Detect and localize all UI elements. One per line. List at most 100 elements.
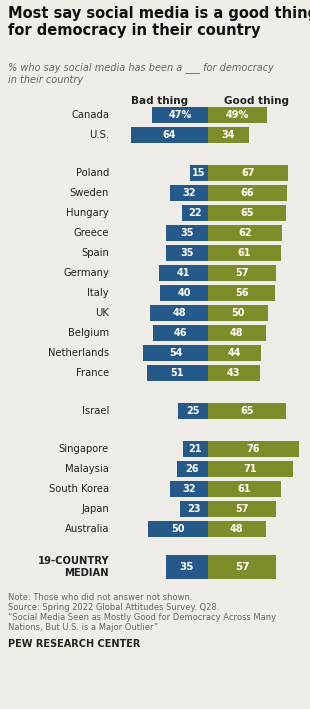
Text: Japan: Japan — [81, 504, 109, 514]
Bar — [166, 555, 208, 579]
Text: Spain: Spain — [81, 248, 109, 258]
Text: Note: Those who did not answer not shown.: Note: Those who did not answer not shown… — [8, 593, 193, 602]
Text: 57: 57 — [236, 504, 249, 514]
Text: 35: 35 — [180, 228, 194, 238]
Text: 15: 15 — [192, 168, 206, 178]
Bar — [208, 205, 286, 221]
Bar — [166, 245, 208, 261]
Text: Sweden: Sweden — [70, 188, 109, 198]
Bar — [208, 245, 281, 261]
Text: Greece: Greece — [73, 228, 109, 238]
Text: Israel: Israel — [82, 406, 109, 416]
Bar — [208, 107, 267, 123]
Text: 32: 32 — [182, 188, 196, 198]
Text: 49%: 49% — [226, 110, 249, 120]
Bar — [208, 555, 277, 579]
Bar — [208, 461, 293, 477]
Bar — [177, 461, 208, 477]
Text: 26: 26 — [186, 464, 199, 474]
Text: Nations, But U.S. is a Major Outlier”: Nations, But U.S. is a Major Outlier” — [8, 623, 158, 632]
Text: Hungary: Hungary — [66, 208, 109, 218]
Text: 61: 61 — [238, 248, 251, 258]
Text: 40: 40 — [177, 288, 191, 298]
Bar — [208, 345, 261, 361]
Text: France: France — [76, 368, 109, 378]
Bar — [190, 165, 208, 181]
Bar — [182, 205, 208, 221]
Text: Canada: Canada — [71, 110, 109, 120]
Text: 34: 34 — [222, 130, 235, 140]
Text: 47%: 47% — [168, 110, 192, 120]
Bar — [208, 441, 299, 457]
Text: 48: 48 — [230, 524, 244, 534]
Bar — [147, 365, 208, 381]
Text: 71: 71 — [244, 464, 257, 474]
Bar — [208, 305, 268, 321]
Text: 62: 62 — [238, 228, 252, 238]
Bar — [208, 365, 259, 381]
Text: 25: 25 — [186, 406, 200, 416]
Text: 48: 48 — [172, 308, 186, 318]
Text: PEW RESEARCH CENTER: PEW RESEARCH CENTER — [8, 639, 140, 649]
Text: Most say social media is a good thing
for democracy in their country: Most say social media is a good thing fo… — [8, 6, 310, 38]
Text: Germany: Germany — [63, 268, 109, 278]
Text: 32: 32 — [182, 484, 196, 494]
Text: 65: 65 — [240, 208, 254, 218]
Bar — [170, 185, 208, 201]
Text: U.S.: U.S. — [89, 130, 109, 140]
Bar — [208, 325, 266, 341]
Text: % who say social media has been a ___ for democracy
in their country: % who say social media has been a ___ fo… — [8, 62, 274, 85]
Text: 67: 67 — [241, 168, 255, 178]
Text: 19-COUNTRY
MEDIAN: 19-COUNTRY MEDIAN — [38, 556, 109, 578]
Text: 54: 54 — [169, 348, 182, 358]
Bar — [159, 265, 208, 281]
Bar — [150, 305, 208, 321]
Text: 23: 23 — [188, 504, 201, 514]
Text: Netherlands: Netherlands — [48, 348, 109, 358]
Text: 22: 22 — [188, 208, 202, 218]
Bar — [208, 165, 288, 181]
Text: 57: 57 — [235, 562, 250, 572]
Text: Good thing: Good thing — [224, 96, 289, 106]
Bar — [208, 403, 286, 419]
Bar — [180, 501, 208, 517]
Bar — [143, 345, 208, 361]
Text: 50: 50 — [171, 524, 185, 534]
Bar — [208, 185, 287, 201]
Text: 44: 44 — [228, 348, 241, 358]
Text: “Social Media Seen as Mostly Good for Democracy Across Many: “Social Media Seen as Mostly Good for De… — [8, 613, 276, 622]
Text: Belgium: Belgium — [68, 328, 109, 338]
Text: Singapore: Singapore — [59, 444, 109, 454]
Bar — [153, 325, 208, 341]
Text: Source: Spring 2022 Global Attitudes Survey. Q28.: Source: Spring 2022 Global Attitudes Sur… — [8, 603, 219, 612]
Bar — [208, 481, 281, 497]
Text: Italy: Italy — [87, 288, 109, 298]
Text: Malaysia: Malaysia — [65, 464, 109, 474]
Text: 50: 50 — [231, 308, 245, 318]
Bar — [208, 501, 277, 517]
Text: 41: 41 — [177, 268, 190, 278]
Text: South Korea: South Korea — [49, 484, 109, 494]
Bar — [131, 127, 208, 143]
Text: 46: 46 — [174, 328, 187, 338]
Text: Bad thing: Bad thing — [131, 96, 188, 106]
Text: 35: 35 — [180, 248, 194, 258]
Text: 76: 76 — [247, 444, 260, 454]
Text: 57: 57 — [236, 268, 249, 278]
Text: 64: 64 — [163, 130, 176, 140]
Text: 65: 65 — [240, 406, 254, 416]
Text: 56: 56 — [235, 288, 248, 298]
Bar — [178, 403, 208, 419]
Text: 66: 66 — [241, 188, 254, 198]
Bar — [170, 481, 208, 497]
Bar — [148, 521, 208, 537]
Bar — [208, 521, 266, 537]
Text: Poland: Poland — [76, 168, 109, 178]
Bar — [152, 107, 208, 123]
Bar — [208, 127, 249, 143]
Text: 43: 43 — [227, 368, 241, 378]
Text: UK: UK — [95, 308, 109, 318]
Text: 35: 35 — [180, 562, 194, 572]
Text: Australia: Australia — [64, 524, 109, 534]
Text: 51: 51 — [170, 368, 184, 378]
